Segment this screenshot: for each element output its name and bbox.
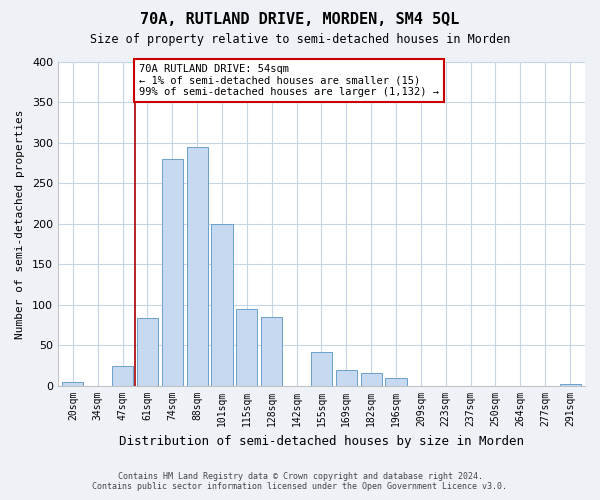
Bar bbox=[236, 309, 257, 386]
Bar bbox=[137, 318, 158, 386]
Bar bbox=[560, 384, 581, 386]
Bar bbox=[211, 224, 233, 386]
Text: Contains HM Land Registry data © Crown copyright and database right 2024.
Contai: Contains HM Land Registry data © Crown c… bbox=[92, 472, 508, 491]
Bar bbox=[261, 317, 283, 386]
Bar bbox=[361, 373, 382, 386]
Bar bbox=[336, 370, 357, 386]
Bar bbox=[112, 366, 133, 386]
Text: 70A, RUTLAND DRIVE, MORDEN, SM4 5QL: 70A, RUTLAND DRIVE, MORDEN, SM4 5QL bbox=[140, 12, 460, 28]
X-axis label: Distribution of semi-detached houses by size in Morden: Distribution of semi-detached houses by … bbox=[119, 434, 524, 448]
Bar bbox=[311, 352, 332, 386]
Bar bbox=[187, 146, 208, 386]
Text: Size of property relative to semi-detached houses in Morden: Size of property relative to semi-detach… bbox=[90, 32, 510, 46]
Text: 70A RUTLAND DRIVE: 54sqm
← 1% of semi-detached houses are smaller (15)
99% of se: 70A RUTLAND DRIVE: 54sqm ← 1% of semi-de… bbox=[139, 64, 439, 97]
Bar bbox=[162, 159, 183, 386]
Bar bbox=[385, 378, 407, 386]
Bar bbox=[62, 382, 83, 386]
Y-axis label: Number of semi-detached properties: Number of semi-detached properties bbox=[15, 109, 25, 338]
